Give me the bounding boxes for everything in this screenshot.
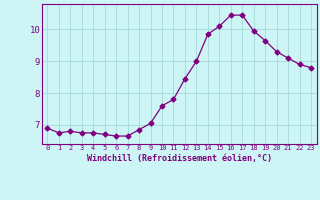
X-axis label: Windchill (Refroidissement éolien,°C): Windchill (Refroidissement éolien,°C) (87, 154, 272, 163)
